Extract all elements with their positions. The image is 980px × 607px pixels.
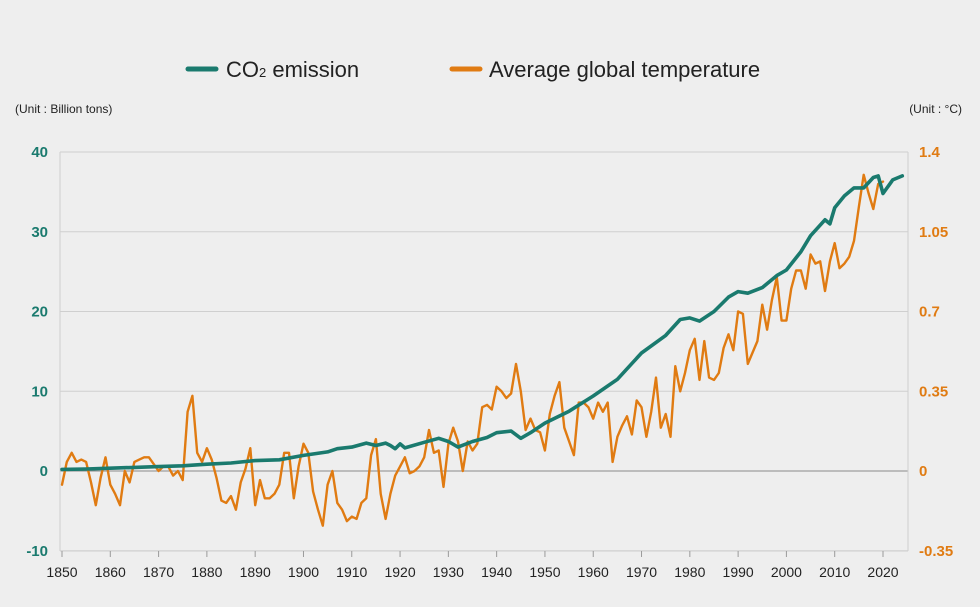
y-left-tick-label: 20	[31, 304, 48, 321]
x-tick-label: 1980	[674, 564, 705, 580]
left-unit-label: (Unit : Billion tons)	[15, 102, 112, 116]
y-left-tick-label: 10	[31, 383, 48, 400]
x-tick-label: 1880	[191, 564, 222, 580]
x-tick-label: 1860	[95, 564, 126, 580]
x-tick-label: 1950	[529, 564, 560, 580]
series	[60, 173, 905, 527]
x-tick-label: 1960	[578, 564, 609, 580]
x-tick-label: 1850	[46, 564, 77, 580]
x-tick-label: 1900	[288, 564, 319, 580]
grid	[59, 151, 909, 552]
x-tick-label: 1940	[481, 564, 512, 580]
right-unit-label: (Unit : °C)	[909, 102, 962, 116]
y-right-tick-label: 1.4	[919, 144, 941, 161]
legend-co2-label: CO2 emission	[226, 57, 359, 82]
x-tick-label: 1930	[433, 564, 464, 580]
x-tick-label: 1910	[336, 564, 367, 580]
y-right-tick-label: -0.35	[919, 543, 953, 560]
y-left-tick-label: 30	[31, 224, 48, 241]
legend-temp-label: Average global temperature	[489, 57, 760, 82]
x-tick-label: 2020	[867, 564, 898, 580]
y-left-tick-label: -10	[26, 543, 48, 560]
y-left-tick-label: 0	[40, 463, 48, 480]
temperature-series-line	[60, 173, 885, 527]
axes: -10 0 10 20 30 40 -0.35 0 0.35 0.7 1.05 1.4 1850 1860…	[26, 144, 953, 580]
y-right-tick-label: 1.05	[919, 224, 948, 241]
y-right-tick-label: 0	[919, 463, 927, 480]
x-tick-label: 1870	[143, 564, 174, 580]
x-tick-label: 2000	[771, 564, 802, 580]
x-tick-label: 1990	[723, 564, 754, 580]
x-tick-label: 1890	[240, 564, 271, 580]
y-right-tick-label: 0.35	[919, 383, 948, 400]
y-right-tick-label: 0.7	[919, 304, 940, 321]
y-left-tick-label: 40	[31, 144, 48, 161]
legend: CO2 emission Average global temperature	[185, 57, 760, 82]
co2-series-line	[60, 174, 905, 472]
x-tick-label: 2010	[819, 564, 850, 580]
x-tick-label: 1920	[384, 564, 415, 580]
x-tick-label: 1970	[626, 564, 657, 580]
